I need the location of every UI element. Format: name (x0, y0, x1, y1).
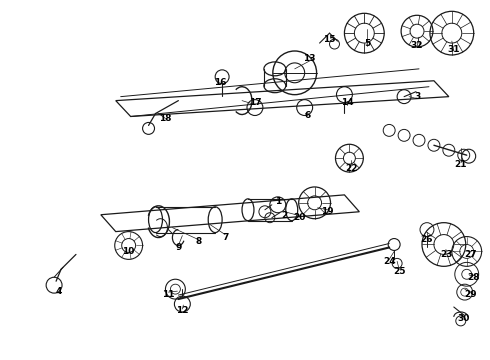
Text: 9: 9 (175, 243, 182, 252)
Text: 1: 1 (275, 197, 281, 206)
Text: 25: 25 (393, 267, 405, 276)
Text: 21: 21 (455, 159, 467, 168)
Text: 32: 32 (411, 41, 423, 50)
Text: 30: 30 (458, 314, 470, 323)
Text: 16: 16 (214, 78, 226, 87)
Text: 20: 20 (294, 213, 306, 222)
Text: 4: 4 (56, 287, 62, 296)
Text: 18: 18 (159, 114, 171, 123)
Text: 8: 8 (195, 237, 201, 246)
Text: 15: 15 (323, 35, 336, 44)
Text: 31: 31 (447, 45, 460, 54)
Text: 7: 7 (222, 233, 228, 242)
Text: 13: 13 (303, 54, 316, 63)
Text: 12: 12 (176, 306, 189, 315)
Text: 14: 14 (341, 98, 354, 107)
Text: 24: 24 (383, 257, 395, 266)
Text: 28: 28 (467, 273, 480, 282)
Text: 19: 19 (321, 207, 334, 216)
Text: 26: 26 (421, 235, 433, 244)
Text: 3: 3 (414, 92, 420, 101)
Text: 23: 23 (441, 250, 453, 259)
Text: 10: 10 (122, 247, 135, 256)
Text: 2: 2 (282, 211, 288, 220)
Text: 17: 17 (248, 98, 261, 107)
Text: 22: 22 (345, 163, 358, 172)
Text: 5: 5 (364, 39, 370, 48)
Text: 27: 27 (465, 250, 477, 259)
Text: 29: 29 (465, 289, 477, 298)
Text: 6: 6 (304, 111, 311, 120)
Text: 11: 11 (162, 289, 175, 298)
